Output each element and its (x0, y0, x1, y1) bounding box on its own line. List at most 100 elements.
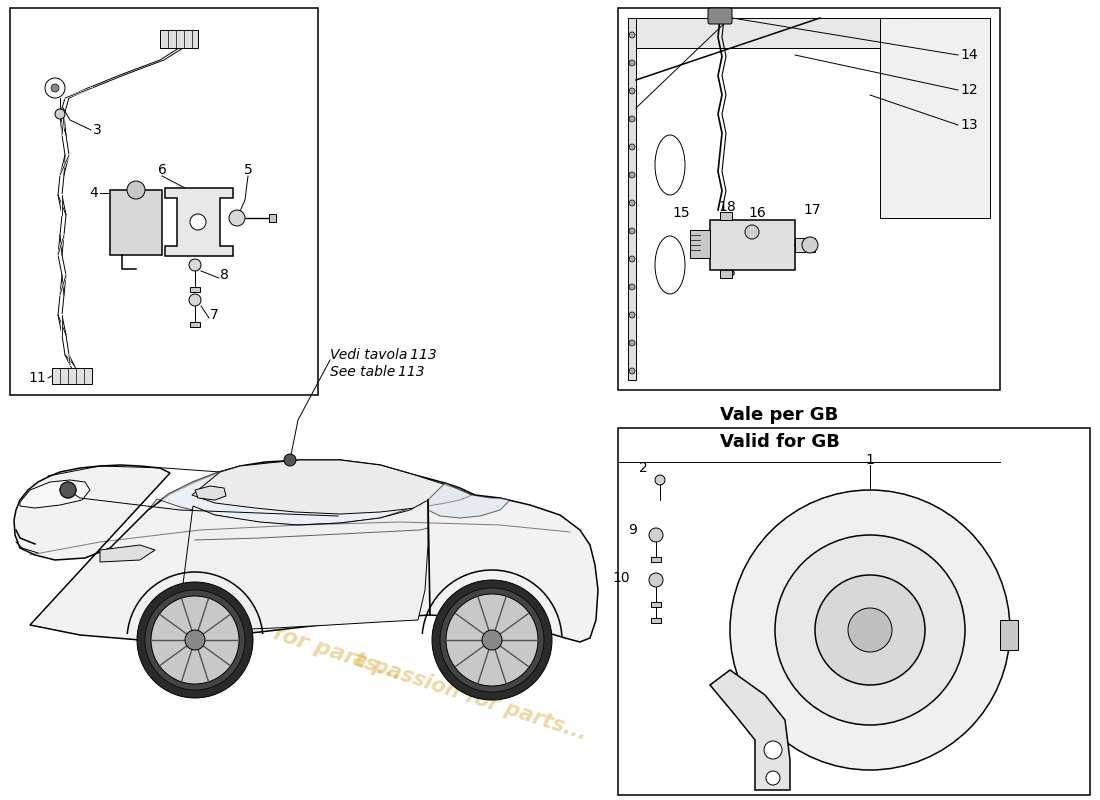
Text: 13: 13 (960, 118, 978, 132)
Circle shape (189, 259, 201, 271)
Circle shape (629, 200, 635, 206)
Circle shape (284, 454, 296, 466)
Circle shape (185, 630, 205, 650)
Text: 8: 8 (220, 268, 229, 282)
Text: 4: 4 (89, 186, 98, 200)
Polygon shape (710, 670, 790, 790)
Text: 18: 18 (718, 200, 736, 214)
Circle shape (151, 596, 239, 684)
Bar (628, 18, 636, 380)
Bar (636, 18, 916, 48)
Bar (618, 8, 1000, 390)
Bar (1000, 620, 1018, 650)
Text: 6: 6 (157, 163, 166, 177)
Circle shape (629, 368, 635, 374)
Circle shape (126, 181, 145, 199)
FancyBboxPatch shape (110, 190, 162, 255)
Bar (690, 230, 710, 258)
Circle shape (649, 528, 663, 542)
Text: 15: 15 (672, 206, 690, 220)
Text: 2: 2 (639, 461, 648, 475)
Circle shape (745, 225, 759, 239)
FancyBboxPatch shape (190, 322, 200, 327)
Circle shape (629, 88, 635, 94)
Bar (880, 18, 990, 218)
FancyBboxPatch shape (160, 30, 198, 48)
Bar (651, 602, 661, 607)
Text: Vale per GB: Vale per GB (720, 406, 838, 424)
Circle shape (629, 32, 635, 38)
Text: Vedi tavola 136: Vedi tavola 136 (338, 503, 447, 517)
Circle shape (629, 116, 635, 122)
Text: 18: 18 (718, 265, 736, 279)
Circle shape (730, 490, 1010, 770)
Circle shape (446, 594, 538, 686)
Circle shape (229, 210, 245, 226)
Polygon shape (428, 483, 510, 518)
Polygon shape (148, 462, 428, 525)
Circle shape (482, 630, 502, 650)
Circle shape (764, 741, 782, 759)
Polygon shape (100, 545, 155, 562)
Polygon shape (14, 460, 598, 642)
Circle shape (629, 60, 635, 66)
Circle shape (848, 608, 892, 652)
Bar (710, 220, 795, 270)
Circle shape (766, 771, 780, 785)
Circle shape (629, 256, 635, 262)
Text: 9: 9 (628, 523, 637, 537)
Circle shape (629, 228, 635, 234)
Circle shape (138, 582, 253, 698)
Circle shape (629, 340, 635, 346)
FancyBboxPatch shape (52, 368, 92, 384)
Circle shape (629, 172, 635, 178)
Bar (651, 557, 661, 562)
Circle shape (55, 109, 65, 119)
Polygon shape (165, 188, 233, 256)
Text: 7: 7 (210, 308, 219, 322)
FancyBboxPatch shape (708, 8, 732, 24)
Circle shape (629, 284, 635, 290)
Circle shape (654, 475, 666, 485)
Text: Vedi tavola 113: Vedi tavola 113 (330, 348, 437, 362)
Text: a passion for parts...: a passion for parts... (350, 649, 590, 744)
Text: 3: 3 (94, 123, 101, 137)
Text: 14: 14 (960, 48, 978, 62)
Polygon shape (178, 500, 428, 630)
Text: 11: 11 (28, 371, 46, 385)
Circle shape (190, 214, 206, 230)
Polygon shape (195, 486, 226, 500)
Circle shape (189, 294, 201, 306)
Circle shape (629, 144, 635, 150)
Circle shape (60, 482, 76, 498)
Text: See table 113: See table 113 (330, 365, 425, 379)
Text: a passion for parts...: a passion for parts... (150, 584, 405, 684)
Circle shape (145, 590, 245, 690)
Bar (651, 618, 661, 623)
Circle shape (45, 78, 65, 98)
Polygon shape (795, 238, 815, 252)
Circle shape (815, 575, 925, 685)
Circle shape (802, 237, 818, 253)
Circle shape (51, 84, 59, 92)
Circle shape (649, 573, 663, 587)
Bar (720, 270, 732, 278)
Bar (720, 212, 732, 220)
Text: 17: 17 (803, 203, 821, 217)
Text: 16: 16 (748, 206, 766, 220)
Polygon shape (20, 480, 90, 508)
Bar (10, 8, 318, 395)
Circle shape (629, 312, 635, 318)
FancyBboxPatch shape (190, 287, 200, 292)
Bar (618, 428, 1090, 795)
Text: 5: 5 (243, 163, 252, 177)
Text: Valid for GB: Valid for GB (720, 433, 840, 451)
Circle shape (440, 588, 544, 692)
Text: 1: 1 (866, 453, 874, 467)
Circle shape (432, 580, 552, 700)
Text: 12: 12 (960, 83, 978, 97)
Circle shape (776, 535, 965, 725)
FancyBboxPatch shape (270, 214, 276, 222)
Text: 10: 10 (613, 571, 630, 585)
Text: See table 136: See table 136 (338, 520, 434, 534)
